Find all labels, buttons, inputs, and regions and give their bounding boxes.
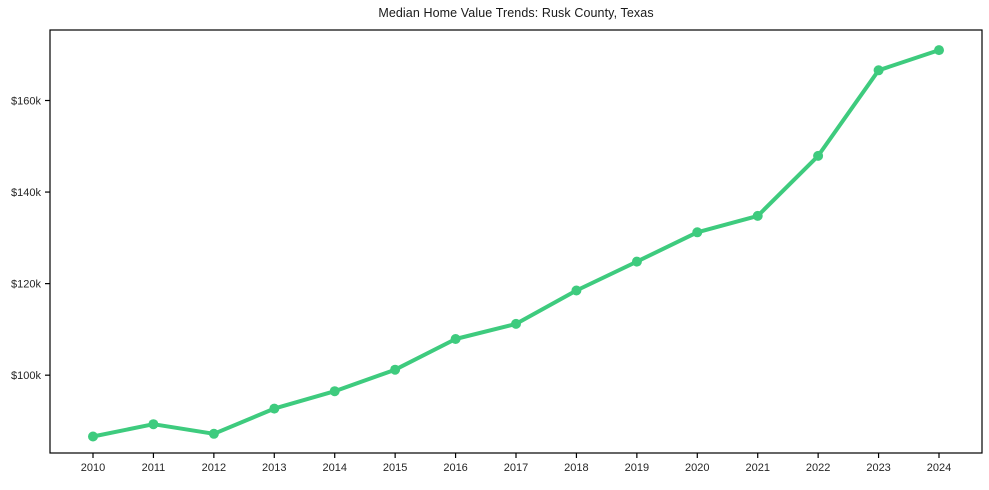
data-point-marker (511, 318, 521, 329)
data-point-marker (873, 65, 884, 76)
x-axis-tick-label: 2011 (142, 462, 166, 474)
x-axis-tick-label: 2015 (383, 462, 407, 474)
data-point-marker (148, 419, 159, 430)
x-axis-tick-label: 2019 (625, 462, 649, 474)
y-axis-tick-label: $100k (11, 370, 41, 382)
x-axis-tick-label: 2010 (81, 462, 105, 474)
x-axis-tick-label: 2012 (202, 462, 226, 474)
plot-border (49, 29, 983, 454)
x-axis-tick-label: 2024 (927, 462, 951, 474)
y-axis-tick-label: $140k (11, 187, 41, 199)
data-point-marker (813, 150, 824, 161)
x-axis-tick-label: 2014 (322, 462, 346, 474)
x-axis-tick-label: 2018 (564, 462, 588, 474)
x-axis-tick-label: 2021 (745, 462, 769, 474)
data-point-marker (934, 45, 944, 56)
data-point-marker (752, 210, 763, 221)
trend-line (91, 48, 941, 439)
y-axis-tick-label: $160k (11, 95, 41, 107)
x-axis-tick-label: 2016 (443, 462, 467, 474)
data-point-marker (571, 285, 582, 296)
data-point-marker (692, 227, 703, 238)
data-point-marker (450, 334, 461, 344)
x-axis-tick-label: 2022 (806, 462, 830, 474)
data-point-marker (208, 428, 219, 439)
data-point-marker (631, 256, 642, 267)
data-point-marker (88, 431, 98, 442)
x-axis-tick-label: 2020 (685, 462, 709, 474)
chart-title: Median Home Value Trends: Rusk County, T… (378, 6, 654, 20)
data-point-marker (269, 403, 280, 414)
x-axis-tick-label: 2017 (504, 462, 528, 474)
x-axis-tick-label: 2013 (262, 462, 286, 474)
x-axis-tick-label: 2023 (866, 462, 890, 474)
data-point-marker (329, 386, 340, 397)
y-axis-tick-label: $120k (11, 278, 41, 290)
data-point-marker (390, 364, 401, 375)
